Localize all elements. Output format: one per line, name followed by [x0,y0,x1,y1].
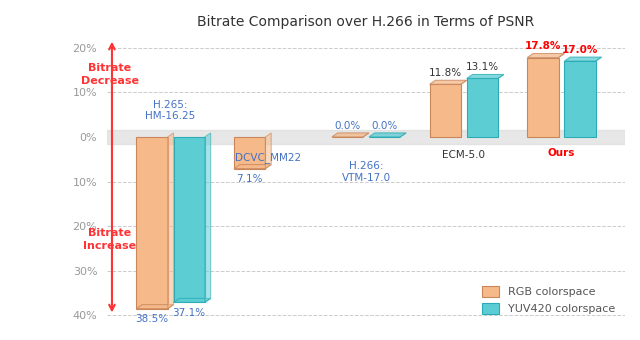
Text: 37.1%: 37.1% [173,308,205,318]
Text: 17.8%: 17.8% [525,41,561,51]
FancyBboxPatch shape [467,79,498,137]
Text: 13.1%: 13.1% [466,62,499,72]
Polygon shape [527,53,564,57]
FancyBboxPatch shape [564,61,596,137]
Polygon shape [400,133,406,137]
Polygon shape [467,74,504,79]
Title: Bitrate Comparison over H.266 in Terms of PSNR: Bitrate Comparison over H.266 in Terms o… [197,15,534,29]
FancyBboxPatch shape [173,137,205,302]
Polygon shape [596,57,602,61]
Polygon shape [363,133,369,137]
Text: H.266:
VTM-17.0: H.266: VTM-17.0 [342,162,390,183]
FancyBboxPatch shape [429,84,461,137]
Polygon shape [136,305,173,309]
Polygon shape [234,165,271,169]
Polygon shape [429,80,467,84]
Polygon shape [205,133,211,302]
Text: Ours: Ours [548,148,575,158]
Text: Bitrate
Increase: Bitrate Increase [83,228,136,251]
Text: DCVC_MM22: DCVC_MM22 [236,153,301,164]
Polygon shape [559,53,564,57]
Bar [107,130,625,143]
Text: 38.5%: 38.5% [136,314,168,324]
Text: 11.8%: 11.8% [429,68,461,78]
Legend: RGB colorspace, YUV420 colorspace: RGB colorspace, YUV420 colorspace [477,282,620,319]
Polygon shape [461,80,467,84]
Text: Bitrate
Decrease: Bitrate Decrease [81,63,139,86]
Text: 0.0%: 0.0% [334,121,360,131]
Polygon shape [266,133,271,169]
Polygon shape [173,299,211,302]
Polygon shape [564,57,602,61]
Text: 7.1%: 7.1% [237,174,263,184]
FancyBboxPatch shape [234,137,266,169]
FancyBboxPatch shape [527,57,559,137]
Text: ECM-5.0: ECM-5.0 [442,150,485,160]
FancyBboxPatch shape [136,137,168,309]
Polygon shape [168,133,173,309]
Text: 17.0%: 17.0% [562,45,598,55]
Text: 0.0%: 0.0% [371,121,397,131]
Polygon shape [332,133,369,137]
Polygon shape [369,133,406,137]
Text: H.265:
HM-16.25: H.265: HM-16.25 [145,100,196,121]
Polygon shape [498,74,504,79]
